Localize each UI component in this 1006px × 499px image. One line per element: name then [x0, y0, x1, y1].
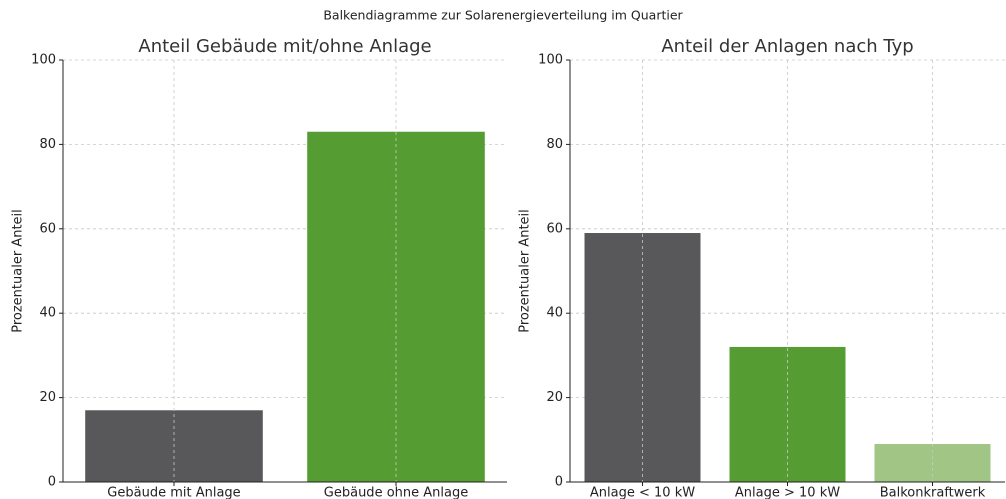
x-tick-label: Gebäude mit Anlage: [107, 486, 240, 499]
y-axis-label: Prozentualer Anteil: [518, 209, 533, 333]
chart-title: Anteil der Anlagen nach Typ: [661, 36, 913, 57]
y-tick-label: 80: [39, 137, 56, 152]
y-tick-label: 60: [546, 221, 563, 236]
y-tick-label: 20: [546, 390, 563, 405]
y-tick-label: 100: [31, 53, 56, 68]
y-tick-label: 60: [39, 221, 56, 236]
y-tick-label: 100: [538, 53, 563, 68]
chart-title: Anteil Gebäude mit/ohne Anlage: [138, 36, 431, 57]
y-tick-label: 40: [546, 306, 563, 321]
y-axis-label: Prozentualer Anteil: [11, 209, 26, 333]
x-tick-label: Anlage < 10 kW: [590, 486, 695, 499]
y-tick-label: 80: [546, 137, 563, 152]
x-tick-label: Gebäude ohne Anlage: [324, 486, 468, 499]
y-tick-label: 20: [39, 390, 56, 405]
y-tick-label: 0: [48, 475, 56, 490]
y-tick-label: 40: [39, 306, 56, 321]
y-tick-label: 0: [555, 475, 563, 490]
x-tick-label: Balkonkraftwerk: [880, 486, 986, 499]
x-tick-label: Anlage > 10 kW: [735, 486, 840, 499]
figure-title: Balkendiagramme zur Solarenergieverteilu…: [323, 8, 683, 23]
